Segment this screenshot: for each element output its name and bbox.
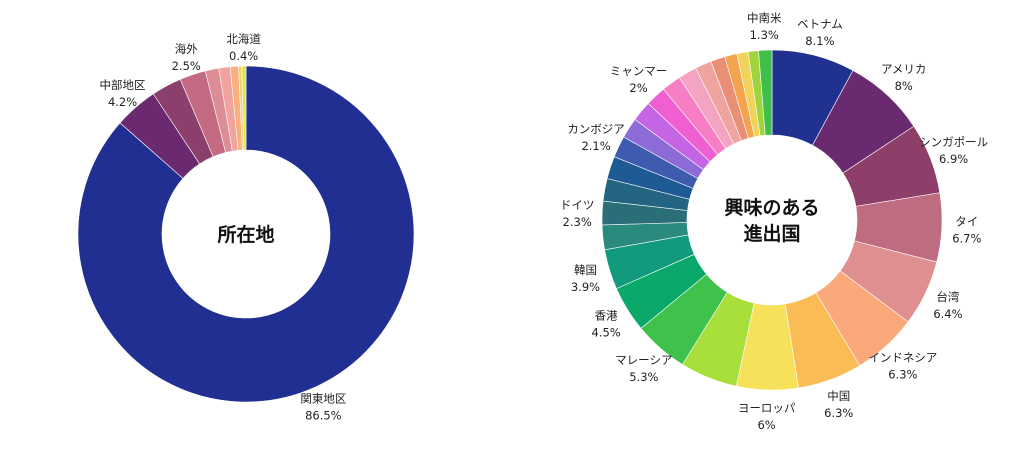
slice-label: 関東地区 — [300, 391, 346, 405]
slice-value: 5.3% — [629, 370, 658, 384]
slice-label: 台湾 — [936, 290, 959, 304]
slice-value: 86.5% — [305, 408, 342, 422]
slice-label: 中南米 — [747, 11, 782, 25]
slice-label: 韓国 — [574, 263, 597, 277]
center-title: 進出国 — [743, 222, 800, 245]
slice-label: 中国 — [827, 389, 850, 403]
center-title: 所在地 — [217, 223, 274, 246]
slice-value: 8.1% — [805, 34, 834, 48]
slice-label: ヨーロッパ — [738, 401, 796, 415]
donut-1-slice-1[interactable] — [77, 65, 415, 403]
slice-label: 北海道 — [226, 32, 261, 46]
slice-value: 8% — [895, 79, 913, 93]
slice-value: 6.7% — [952, 232, 981, 246]
donut-chart-1: 関東地区 86.5% 中部地区 4.2% 海外 2.5% 北海道 0.4% 所在地 — [77, 32, 415, 422]
slice-value: 4.5% — [591, 325, 620, 339]
slice-label: インドネシア — [868, 351, 937, 365]
slice-value: 0.4% — [229, 49, 258, 63]
slice-value: 2.3% — [563, 215, 592, 229]
slice-value: 6.3% — [888, 368, 917, 382]
slice-label: ドイツ — [560, 198, 595, 212]
slice-value: 2% — [629, 81, 647, 95]
slice-label: ミャンマー — [610, 64, 668, 78]
slice-value: 6.4% — [933, 307, 962, 321]
center-title: 興味のある — [724, 197, 819, 219]
slice-value: 2.1% — [581, 139, 610, 153]
slice-label: マレーシア — [615, 353, 672, 367]
slice-value: 3.9% — [571, 280, 600, 294]
slice-value: 6.9% — [939, 152, 968, 166]
slice-label: 中部地区 — [100, 78, 146, 92]
slice-label: 香港 — [595, 308, 618, 322]
donut-2-slice-28[interactable] — [758, 49, 773, 136]
slice-value: 1.3% — [750, 28, 779, 42]
slice-value: 2.5% — [172, 59, 201, 73]
slice-value: 4.2% — [108, 95, 137, 109]
slice-value: 6.3% — [824, 406, 853, 420]
slice-value: 6% — [757, 418, 775, 432]
slice-label: アメリカ — [881, 62, 926, 76]
donut-chart-2: ベトナム 8.1% アメリカ 8% シンガポール 6.9% タイ 6.7% 台湾 6.4% インドネ… — [560, 11, 988, 432]
slice-label: シンガポール — [919, 135, 988, 149]
slice-label: タイ — [955, 215, 978, 229]
slice-label: カンボジア — [567, 122, 625, 136]
donut-1-slice-9[interactable] — [241, 65, 247, 151]
slice-label: ベトナム — [797, 17, 843, 31]
slice-label: 海外 — [175, 42, 198, 56]
